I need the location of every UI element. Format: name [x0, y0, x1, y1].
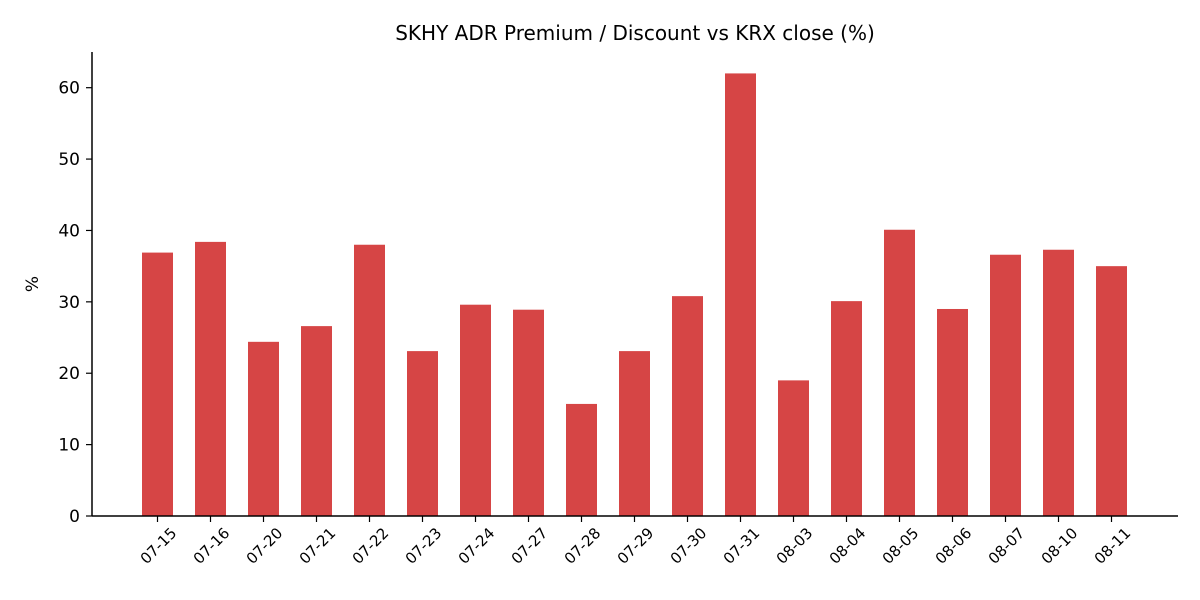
- bar-07-20: [248, 341, 279, 516]
- bar-08-05: [884, 229, 915, 517]
- bar-07-22: [354, 244, 385, 516]
- y-tick-label: 30: [58, 293, 80, 313]
- bar-08-07: [990, 254, 1021, 517]
- bar-08-10: [1043, 249, 1074, 516]
- bars: [142, 73, 1127, 517]
- x-tick-label: 07-27: [508, 524, 552, 568]
- x-tick-label: 08-07: [985, 524, 1029, 568]
- y-axis-ticks: 0 10 20 30 40 50 60: [58, 79, 92, 527]
- bar-07-23: [407, 351, 438, 516]
- x-tick-label: 08-03: [773, 524, 817, 568]
- bar-08-11: [1096, 266, 1127, 516]
- x-tick-label: 07-24: [455, 524, 499, 568]
- x-tick-label: 07-15: [137, 524, 181, 568]
- x-tick-label: 08-10: [1038, 524, 1082, 568]
- bar-08-04: [831, 301, 862, 516]
- y-tick-label: 40: [58, 221, 80, 241]
- chart-title: SKHY ADR Premium / Discount vs KRX close…: [395, 21, 875, 45]
- y-tick-label: 60: [58, 79, 80, 99]
- x-tick-label: 08-11: [1091, 524, 1135, 568]
- x-tick-label: 08-06: [932, 524, 976, 568]
- x-tick-label: 08-04: [826, 524, 870, 568]
- x-tick-label: 08-05: [879, 524, 923, 568]
- x-tick-label: 07-28: [561, 524, 605, 568]
- x-tick-label: 07-20: [243, 524, 287, 568]
- bar-07-27: [513, 309, 544, 516]
- bar-07-31: [725, 73, 756, 517]
- y-tick-label: 10: [58, 436, 80, 456]
- bar-07-30: [672, 296, 703, 516]
- bar-07-28: [566, 403, 597, 516]
- y-tick-label: 20: [58, 364, 80, 384]
- bar-07-15: [142, 252, 173, 517]
- bar-07-21: [301, 326, 332, 516]
- x-tick-label: 07-22: [349, 524, 393, 568]
- bar-08-06: [937, 308, 968, 516]
- x-tick-label: 07-21: [296, 524, 340, 568]
- bar-07-24: [460, 304, 491, 516]
- y-axis-label: %: [23, 276, 43, 292]
- bar-07-29: [619, 351, 650, 516]
- y-tick-label: 50: [58, 150, 80, 170]
- bar-08-03: [778, 380, 809, 516]
- bar-07-16: [195, 241, 226, 517]
- x-tick-label: 07-31: [720, 524, 764, 568]
- x-tick-label: 07-29: [614, 524, 658, 568]
- y-tick-label: 0: [69, 507, 80, 527]
- x-tick-label: 07-30: [667, 524, 711, 568]
- x-tick-label: 07-16: [190, 524, 234, 568]
- x-tick-label: 07-23: [402, 524, 446, 568]
- x-axis-ticks: 07-15 07-16 07-20 07-21 07-22 07-23 07-24 07-27…: [137, 516, 1135, 568]
